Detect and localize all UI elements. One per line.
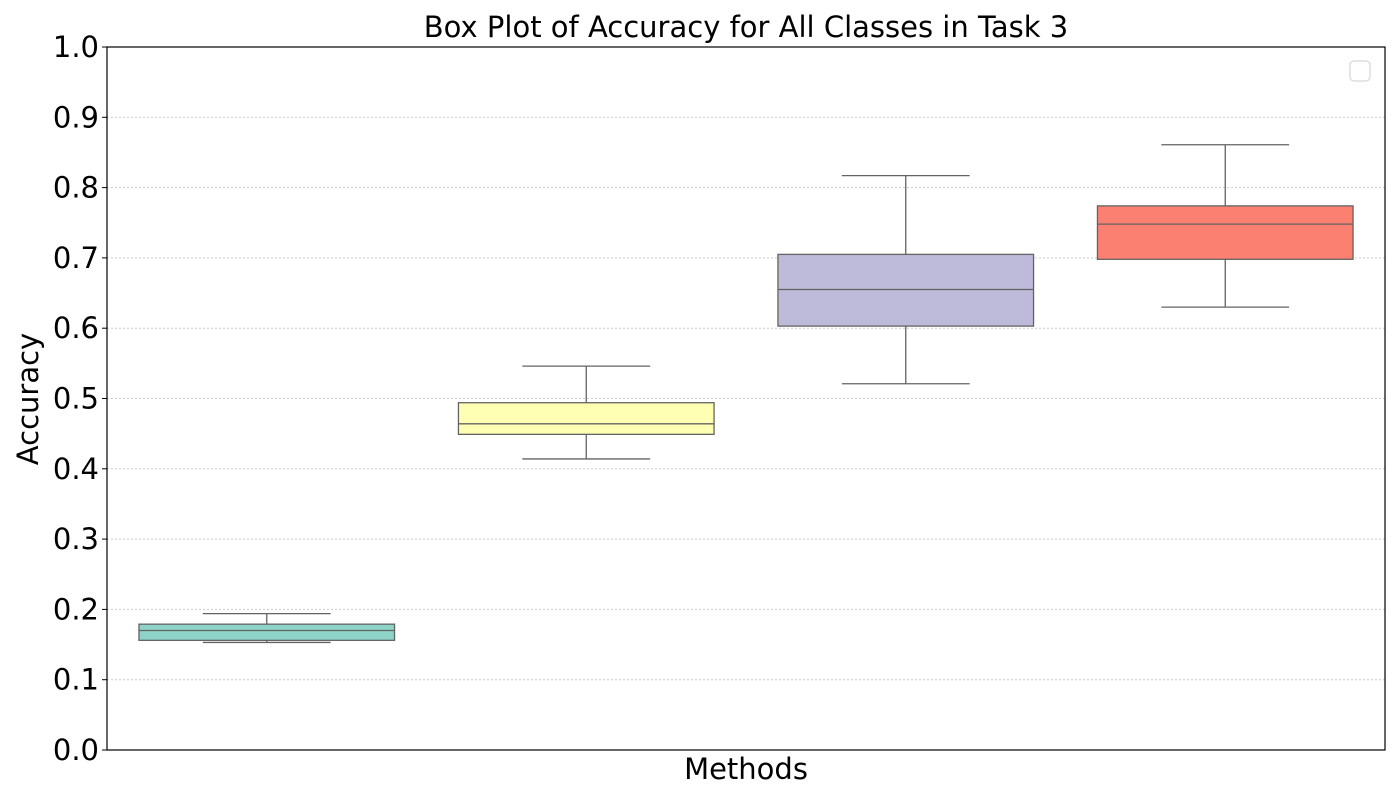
chart-title: Box Plot of Accuracy for All Classes in … <box>424 10 1068 44</box>
box-3 <box>777 174 1035 385</box>
box-2 <box>457 365 715 460</box>
y-tick-label: 0.3 <box>53 522 99 556</box>
y-tick-label: 0.2 <box>53 592 99 626</box>
iqr-box <box>777 253 1035 327</box>
y-tick-label: 1.0 <box>53 30 99 64</box>
y-tick-label: 0.0 <box>53 733 99 767</box>
y-axis-label: Accuracy <box>11 333 45 465</box>
boxes-group <box>138 144 1354 644</box>
legend <box>1349 60 1371 82</box>
x-axis-label: Methods <box>684 752 808 786</box>
y-tick-label: 0.9 <box>53 100 99 134</box>
iqr-box <box>138 623 396 641</box>
box-4 <box>1096 144 1354 308</box>
y-tick-label: 0.6 <box>53 311 99 345</box>
y-tick-label: 0.7 <box>53 241 99 275</box>
y-tick-label: 0.5 <box>53 382 99 416</box>
grid-lines <box>107 116 1385 681</box>
iqr-box <box>1096 205 1354 260</box>
plot-frame <box>106 46 1386 751</box>
y-tick-label: 0.4 <box>53 452 99 486</box>
y-tick-label: 0.1 <box>53 663 99 697</box>
iqr-box <box>457 402 715 436</box>
box-1 <box>138 612 396 644</box>
y-tick-label: 0.8 <box>53 171 99 205</box>
y-axis-ticks: 0.0 0.1 0.2 0.3 0.4 0.5 0.6 0.7 0.8 0.9 1.0 <box>53 30 107 767</box>
